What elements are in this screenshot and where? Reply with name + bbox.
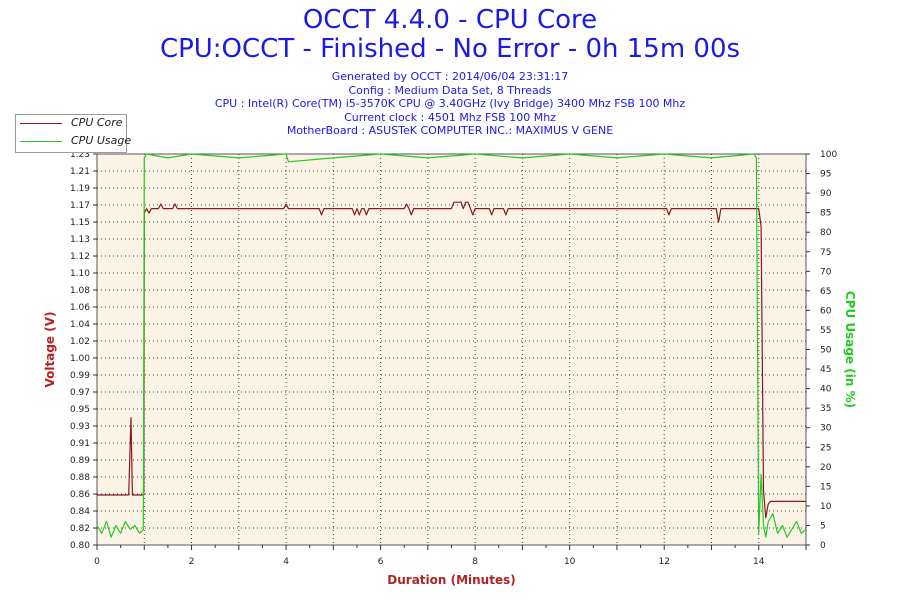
y-left-tick-label: 1.06 — [70, 303, 90, 313]
x-tick-label: 8 — [472, 557, 478, 567]
y-left-tick-label: 0.84 — [70, 507, 90, 517]
info-clock: Current clock : 4501 Mhz FSB 100 Mhz — [344, 110, 556, 124]
y-right-tick-label: 35 — [820, 404, 831, 414]
y-left-tick-label: 1.17 — [70, 201, 90, 211]
y-right-tick-label: 100 — [820, 150, 837, 160]
y-left-tick-label: 1.00 — [70, 354, 90, 364]
legend-label-cpu-usage: CPU Usage — [71, 134, 132, 147]
y-right-tick-label: 20 — [820, 463, 832, 473]
y-left-tick-label: 0.80 — [70, 541, 90, 551]
y-right-tick-label: 0 — [820, 541, 826, 551]
y-right-tick-label: 80 — [820, 228, 832, 238]
series-line-cpu-usage — [96, 153, 807, 538]
y-right-tick-label: 85 — [820, 209, 831, 219]
y-left-tick-label: 0.86 — [70, 490, 90, 500]
y-left-tick-label: 0.88 — [70, 473, 90, 483]
series-line-cpu-core — [97, 201, 806, 519]
y-right-tick-label: 40 — [820, 385, 832, 395]
x-tick-label: 10 — [564, 557, 576, 567]
y-right-tick-label: 60 — [820, 306, 832, 316]
y-right-tick-label: 65 — [820, 287, 831, 297]
x-tick-label: 12 — [658, 557, 669, 567]
info-motherboard: MotherBoard : ASUSTeK COMPUTER INC.: MAX… — [286, 124, 614, 138]
y-right-tick-label: 10 — [820, 502, 832, 512]
legend-label-cpu-core: CPU Core — [71, 116, 123, 129]
y-right-tick-label: 5 — [820, 521, 826, 531]
y-left-tick-label: 1.15 — [70, 218, 90, 228]
y-right-tick-label: 25 — [820, 443, 831, 453]
x-tick-label: 2 — [189, 557, 195, 567]
y-left-tick-label: 0.82 — [70, 524, 90, 534]
y-left-tick-label: 0.91 — [70, 439, 90, 449]
y-right-tick-label: 90 — [820, 189, 832, 199]
x-tick-label: 0 — [94, 557, 100, 567]
x-axis-title: Duration (Minutes) — [387, 573, 515, 587]
y-right-tick-label: 15 — [820, 482, 831, 492]
info-generated: Generated by OCCT : 2014/06/04 23:31:17 — [331, 70, 569, 83]
y-left-tick-label: 0.95 — [70, 405, 90, 415]
legend-swatch-cpu-core — [20, 123, 62, 124]
info-cpu: CPU : Intel(R) Core(TM) i5-3570K CPU @ 3… — [214, 97, 686, 111]
y-left-tick-label: 1.23 — [70, 150, 90, 160]
y-left-tick-label: 0.89 — [70, 456, 90, 466]
y-right-axis-title: CPU Usage (in %) — [843, 291, 857, 408]
y-right-tick-label: 45 — [820, 365, 831, 375]
y-left-tick-label: 1.19 — [70, 184, 90, 194]
y-left-tick-label: 1.08 — [70, 286, 90, 296]
legend-swatch-cpu-usage — [20, 141, 62, 142]
x-tick-label: 14 — [753, 557, 765, 567]
y-left-tick-label: 0.93 — [70, 422, 90, 432]
x-tick-label: 6 — [378, 557, 384, 567]
y-left-tick-label: 0.97 — [70, 388, 90, 398]
y-left-tick-label: 1.21 — [70, 167, 90, 177]
legend-item-cpu-usage: CPU Usage — [16, 133, 131, 149]
y-right-tick-label: 50 — [820, 346, 832, 356]
chart-subtitle: CPU:OCCT - Finished - No Error - 0h 15m … — [159, 34, 741, 64]
y-right-tick-label: 95 — [820, 170, 831, 180]
y-left-tick-label: 1.12 — [70, 252, 90, 262]
info-config: Config : Medium Data Set, 8 Threads — [348, 83, 552, 97]
y-left-tick-label: 1.13 — [70, 235, 90, 245]
y-left-tick-label: 1.04 — [70, 320, 90, 330]
chart-legend: CPU Core CPU Usage — [15, 114, 131, 153]
y-right-tick-label: 70 — [820, 267, 832, 277]
x-tick-label: 4 — [283, 557, 289, 567]
chart-title: OCCT 4.4.0 - CPU Core — [302, 5, 598, 35]
y-right-tick-label: 55 — [820, 326, 831, 336]
y-right-tick-label: 75 — [820, 248, 831, 258]
y-left-tick-label: 1.10 — [70, 269, 90, 279]
y-left-tick-label: 0.99 — [70, 371, 90, 381]
legend-item-cpu-core: CPU Core — [16, 115, 126, 131]
y-right-tick-label: 30 — [820, 424, 832, 434]
y-left-axis-title: Voltage (V) — [43, 312, 57, 388]
y-left-tick-label: 1.02 — [70, 337, 90, 347]
plot-area — [96, 153, 807, 546]
